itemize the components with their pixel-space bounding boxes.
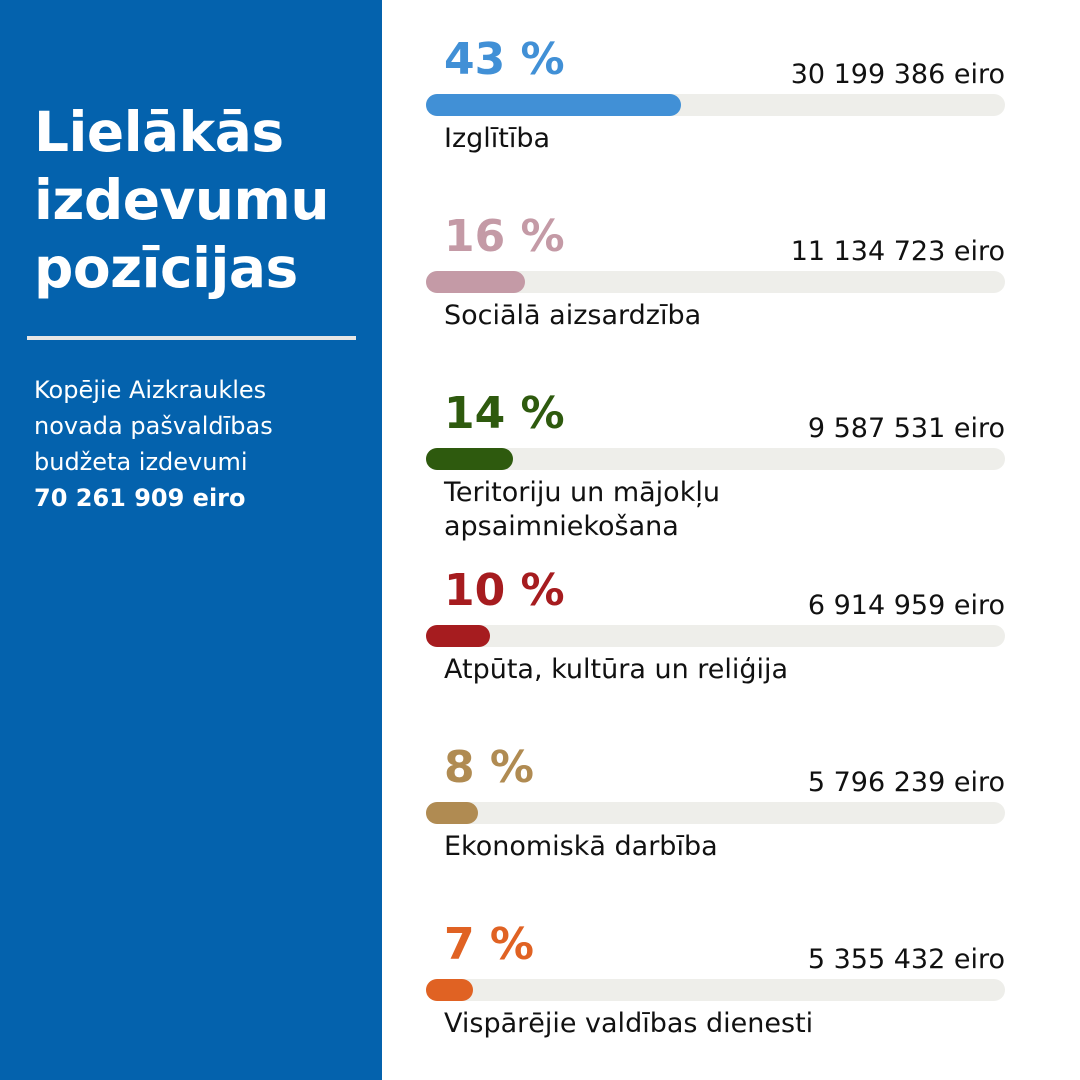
bar-track	[426, 979, 1005, 1001]
bar-fill	[426, 271, 525, 293]
subtitle: Kopējie Aizkraukles novada pašvaldības b…	[34, 372, 273, 516]
bar-fill	[426, 625, 490, 647]
amount-label: 11 134 723 eiro	[790, 236, 1005, 267]
chart-row: 7 % 5 355 432 eiro Vispārējie valdības die…	[426, 919, 1005, 1069]
bar-track	[426, 625, 1005, 647]
subtitle-line: Kopējie Aizkraukles	[34, 376, 267, 404]
amount-label: 9 587 531 eiro	[807, 413, 1005, 444]
category-label: Atpūta, kultūra un reliģija	[444, 653, 788, 687]
amount-label: 5 796 239 eiro	[807, 767, 1005, 798]
category-label: Vispārējie valdības dienesti	[444, 1007, 813, 1041]
bar-fill	[426, 94, 681, 116]
category-label: Ekonomiskā darbība	[444, 830, 718, 864]
amount-label: 5 355 432 eiro	[807, 944, 1005, 975]
chart-row: 8 % 5 796 239 eiro Ekonomiskā darbība	[426, 742, 1005, 892]
amount-label: 30 199 386 eiro	[790, 59, 1005, 90]
percent-label: 16 %	[444, 211, 565, 262]
category-label-line: Teritoriju un mājokļu	[444, 477, 720, 508]
subtitle-line: budžeta izdevumi	[34, 448, 248, 476]
divider	[27, 336, 356, 340]
category-label: Sociālā aizsardzība	[444, 299, 701, 333]
bar-track	[426, 802, 1005, 824]
title-line: Lielākās	[34, 100, 284, 164]
bar-track	[426, 271, 1005, 293]
category-label-line: Izglītība	[444, 123, 551, 154]
bar-fill	[426, 802, 479, 824]
category-label-line: Sociālā aizsardzība	[444, 300, 702, 331]
sidebar-panel: Lielākās izdevumu pozīcijas Kopējie Aizk…	[0, 0, 382, 1080]
category-label-line: apsaimniekošana	[444, 511, 679, 542]
percent-label: 10 %	[444, 565, 565, 616]
percent-label: 7 %	[444, 919, 535, 970]
amount-label: 6 914 959 eiro	[807, 590, 1005, 621]
chart-row: 14 % 9 587 531 eiro Teritoriju un mājokļu a…	[426, 388, 1005, 542]
percent-label: 14 %	[444, 388, 565, 439]
chart-row: 43 % 30 199 386 eiro Izglītība	[426, 34, 1005, 184]
chart-row: 16 % 11 134 723 eiro Sociālā aizsardzība	[426, 211, 1005, 361]
percent-label: 43 %	[444, 34, 565, 85]
category-label-line: Ekonomiskā darbība	[444, 831, 718, 862]
bar-track	[426, 94, 1005, 116]
category-label-line: Atpūta, kultūra un reliģija	[444, 654, 789, 685]
subtitle-line: novada pašvaldības	[34, 412, 273, 440]
bar-fill	[426, 979, 473, 1001]
bar-fill	[426, 448, 514, 470]
category-label: Teritoriju un mājokļu apsaimniekošana	[444, 476, 720, 544]
chart-row: 10 % 6 914 959 eiro Atpūta, kultūra un rel…	[426, 565, 1005, 715]
category-label: Izglītība	[444, 122, 550, 156]
percent-label: 8 %	[444, 742, 535, 793]
title-line: pozīcijas	[34, 236, 298, 300]
category-label-line: Vispārējie valdības dienesti	[444, 1008, 814, 1039]
bar-track	[426, 448, 1005, 470]
title-line: izdevumu	[34, 168, 330, 232]
total-amount: 70 261 909 eiro	[34, 484, 246, 512]
page-title: Lielākās izdevumu pozīcijas	[34, 98, 330, 302]
